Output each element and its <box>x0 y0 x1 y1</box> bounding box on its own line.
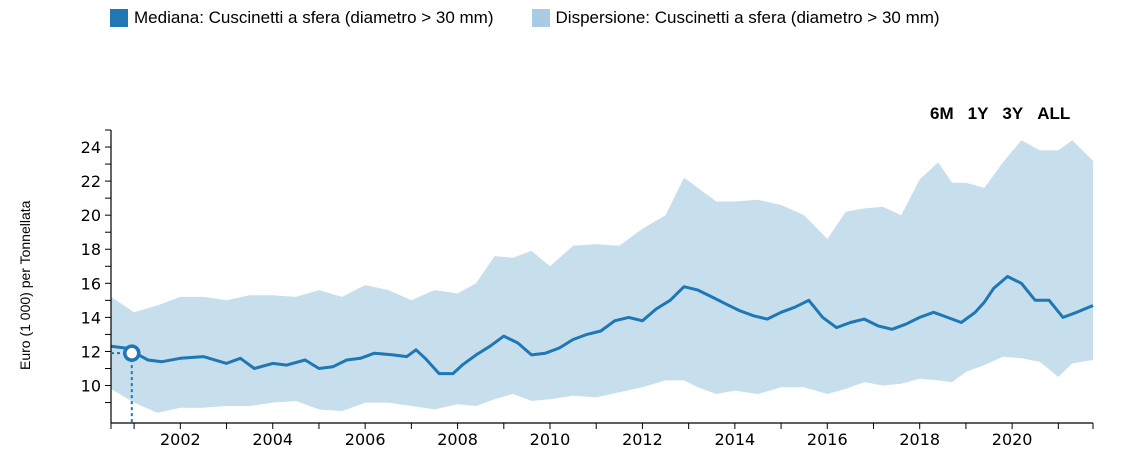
range-button-all[interactable]: ALL <box>1037 104 1071 123</box>
legend-dispersion-label: Dispersione: Cuscinetti a sfera (diametr… <box>555 8 940 27</box>
y-tick-label: 20 <box>81 206 101 225</box>
dispersion-swatch <box>531 9 550 27</box>
legend-item-median[interactable]: Mediana: Cuscinetti a sfera (diametro > … <box>110 8 494 28</box>
dispersion-band <box>111 140 1093 413</box>
y-tick-label: 18 <box>81 240 101 259</box>
x-tick-label: 2002 <box>160 430 201 449</box>
x-tick-label: 2004 <box>252 430 293 449</box>
range-button-1y[interactable]: 1Y <box>967 104 989 123</box>
legend-median-label: Mediana: Cuscinetti a sfera (diametro > … <box>134 8 494 27</box>
median-swatch <box>110 9 128 27</box>
x-tick-label: 2006 <box>345 430 386 449</box>
range-button-6m[interactable]: 6M <box>930 104 954 123</box>
x-tick-label: 2018 <box>899 430 940 449</box>
y-tick-label: 22 <box>81 172 101 191</box>
legend: Mediana: Cuscinetti a sfera (diametro > … <box>110 8 940 28</box>
x-tick-label: 2016 <box>807 430 848 449</box>
x-tick-label: 2014 <box>714 430 755 449</box>
hover-marker <box>123 344 141 362</box>
y-tick-label: 12 <box>81 342 101 361</box>
range-buttons: 6M 1Y 3Y ALL <box>930 104 1070 124</box>
x-tick-label: 2010 <box>530 430 571 449</box>
legend-item-dispersion[interactable]: Dispersione: Cuscinetti a sfera (diametr… <box>531 8 940 28</box>
y-tick-label: 24 <box>81 138 101 157</box>
median-line <box>110 275 1094 376</box>
x-tick-label: 2020 <box>992 430 1033 449</box>
range-button-3y[interactable]: 3Y <box>1002 104 1024 123</box>
y-tick-label: 14 <box>81 308 101 327</box>
x-tick-label: 2008 <box>437 430 478 449</box>
y-tick-label: 10 <box>81 377 101 396</box>
x-tick-label: 2012 <box>622 430 663 449</box>
y-tick-label: 16 <box>81 274 101 293</box>
